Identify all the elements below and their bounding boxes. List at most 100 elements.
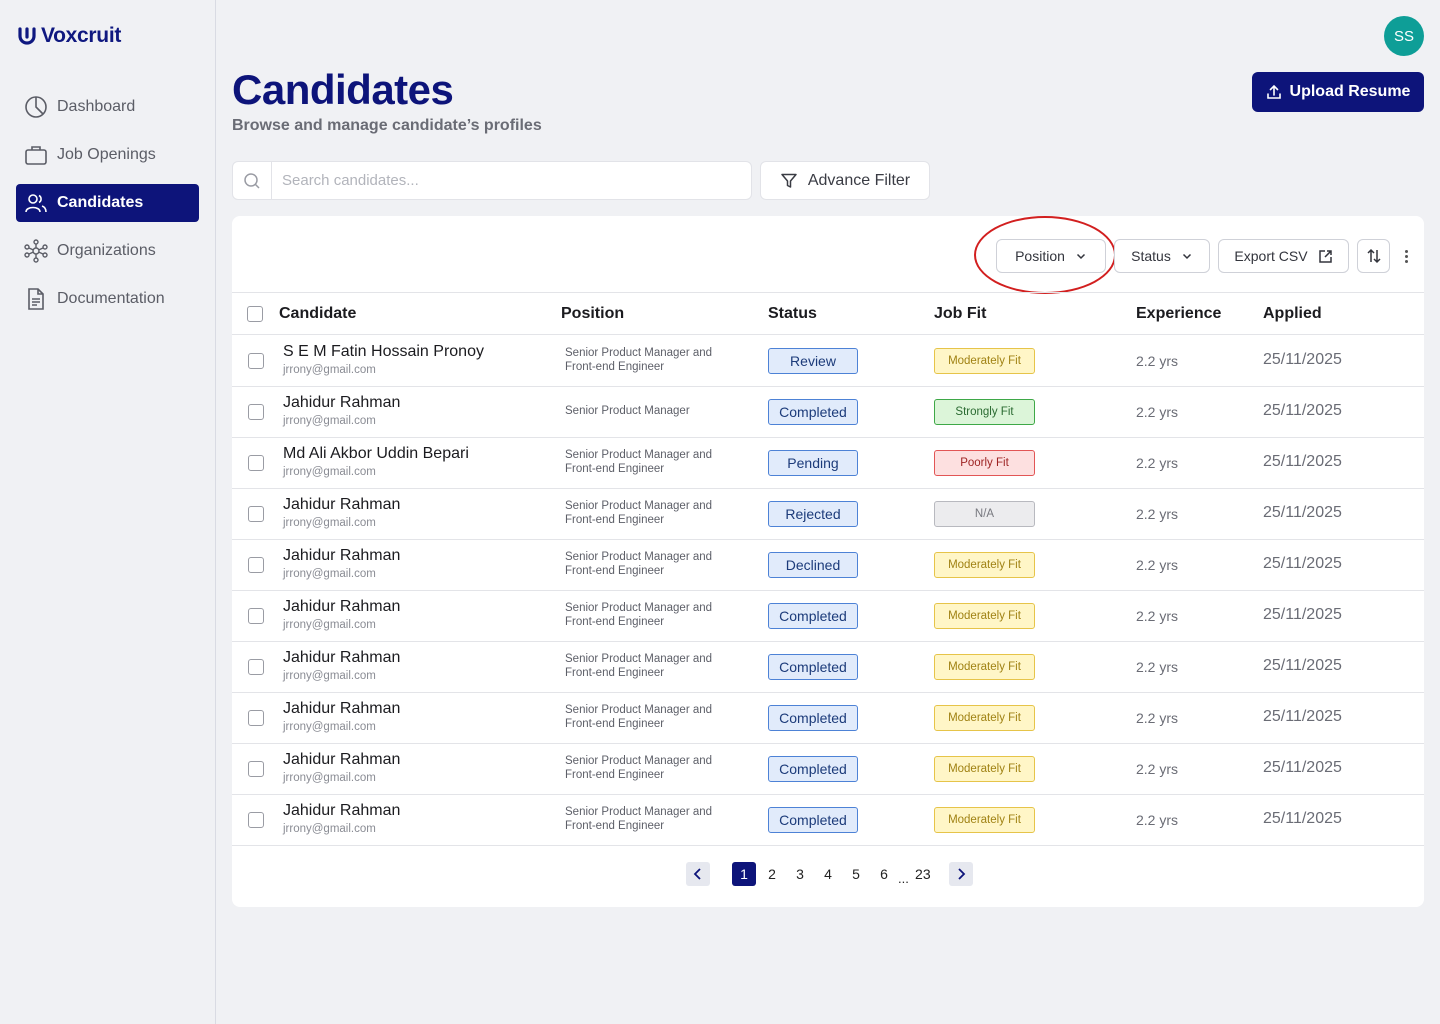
- page-last[interactable]: 23: [915, 866, 931, 882]
- prev-page-button[interactable]: [686, 862, 710, 886]
- page-number[interactable]: 4: [824, 866, 832, 882]
- candidate-name[interactable]: Jahidur Rahman: [283, 802, 401, 819]
- sidebar-item-organizations[interactable]: Organizations: [16, 232, 199, 270]
- candidate-email: jrrony@gmail.com: [283, 772, 376, 784]
- row-checkbox[interactable]: [248, 353, 264, 369]
- upload-icon: [1266, 84, 1281, 99]
- column-header-status[interactable]: Status: [768, 305, 817, 322]
- candidate-name[interactable]: Md Ali Akbor Uddin Bepari: [283, 445, 469, 462]
- select-all-checkbox[interactable]: [247, 306, 263, 322]
- candidate-name[interactable]: S E M Fatin Hossain Pronoy: [283, 343, 484, 360]
- applied-date: 25/11/2025: [1263, 708, 1342, 725]
- experience-value: 2.2 yrs: [1136, 506, 1179, 522]
- sidebar-nav: Dashboard Job Openings Candidates Organi…: [16, 88, 199, 328]
- table-row[interactable]: Jahidur Rahman jrrony@gmail.com Senior Pro…: [232, 744, 1424, 795]
- job-fit-badge: Poorly Fit: [934, 450, 1035, 476]
- job-fit-badge: Moderately Fit: [934, 654, 1035, 680]
- row-checkbox[interactable]: [248, 557, 264, 573]
- row-checkbox[interactable]: [248, 812, 264, 828]
- job-fit-badge: Moderately Fit: [934, 552, 1035, 578]
- advance-filter-label: Advance Filter: [807, 171, 911, 189]
- page-number[interactable]: 5: [852, 866, 860, 882]
- row-checkbox[interactable]: [248, 404, 264, 420]
- page-number[interactable]: 6: [880, 866, 888, 882]
- candidate-position: Senior Product Manager and Front-end Eng…: [565, 806, 713, 832]
- sidebar-item-label: Job Openings: [57, 146, 156, 163]
- row-checkbox[interactable]: [248, 455, 264, 471]
- row-checkbox[interactable]: [248, 506, 264, 522]
- sidebar-item-label: Organizations: [57, 242, 156, 259]
- page-number[interactable]: 3: [796, 866, 804, 882]
- sidebar-item-job-openings[interactable]: Job Openings: [16, 136, 199, 174]
- job-fit-badge: N/A: [934, 501, 1035, 527]
- row-checkbox[interactable]: [248, 608, 264, 624]
- page-ellipsis: ...: [898, 870, 909, 886]
- candidate-name[interactable]: Jahidur Rahman: [283, 496, 401, 513]
- sidebar: Voxcruit Dashboard Job Openings Candidat…: [0, 0, 216, 1024]
- candidate-position: Senior Product Manager and Front-end Eng…: [565, 551, 713, 577]
- table-row[interactable]: Jahidur Rahman jrrony@gmail.com Senior Pro…: [232, 693, 1424, 744]
- users-icon: [25, 194, 47, 213]
- table-row[interactable]: Jahidur Rahman jrrony@gmail.com Senior Pro…: [232, 642, 1424, 693]
- status-badge: Completed: [768, 654, 858, 680]
- experience-value: 2.2 yrs: [1136, 353, 1179, 369]
- column-header-applied[interactable]: Applied: [1263, 305, 1322, 322]
- candidate-email: jrrony@gmail.com: [283, 721, 376, 733]
- table-row[interactable]: S E M Fatin Hossain Pronoy jrrony@gmail.c…: [232, 336, 1424, 387]
- next-page-button[interactable]: [948, 862, 973, 886]
- export-csv-button[interactable]: Export CSV: [1218, 239, 1349, 273]
- applied-date: 25/11/2025: [1263, 606, 1342, 623]
- table-row[interactable]: Jahidur Rahman jrrony@gmail.com Senior Pro…: [232, 795, 1424, 846]
- position-dropdown[interactable]: Position: [996, 239, 1106, 273]
- table-row[interactable]: Md Ali Akbor Uddin Bepari jrrony@gmail.co…: [232, 438, 1424, 489]
- candidate-position: Senior Product Manager and Front-end Eng…: [565, 653, 713, 679]
- sidebar-item-documentation[interactable]: Documentation: [16, 280, 199, 318]
- avatar[interactable]: SS: [1384, 16, 1424, 56]
- page-number[interactable]: 2: [768, 866, 776, 882]
- candidate-name[interactable]: Jahidur Rahman: [283, 649, 401, 666]
- document-icon: [28, 288, 44, 310]
- more-options-icon[interactable]: [1398, 246, 1414, 266]
- column-header-experience[interactable]: Experience: [1136, 305, 1222, 322]
- candidate-email: jrrony@gmail.com: [283, 517, 376, 529]
- column-header-position[interactable]: Position: [561, 305, 625, 322]
- column-header-candidate[interactable]: Candidate: [279, 305, 357, 322]
- sidebar-item-label: Documentation: [57, 290, 165, 307]
- pie-chart-icon: [25, 96, 47, 118]
- sort-button[interactable]: [1357, 239, 1390, 273]
- job-fit-badge: Strongly Fit: [934, 399, 1035, 425]
- search-input[interactable]: [272, 162, 751, 199]
- candidate-name[interactable]: Jahidur Rahman: [283, 394, 401, 411]
- chevron-right-icon: [958, 868, 966, 880]
- status-dropdown[interactable]: Status: [1114, 239, 1210, 273]
- upload-resume-button[interactable]: Upload Resume: [1252, 72, 1424, 112]
- job-fit-badge: Moderately Fit: [934, 348, 1035, 374]
- voxcruit-logo-icon: [18, 27, 36, 45]
- app-logo[interactable]: Voxcruit: [16, 24, 121, 48]
- table-row[interactable]: Jahidur Rahman jrrony@gmail.com Senior Pro…: [232, 591, 1424, 642]
- row-checkbox[interactable]: [248, 710, 264, 726]
- sidebar-item-candidates[interactable]: Candidates: [16, 184, 199, 222]
- candidate-name[interactable]: Jahidur Rahman: [283, 751, 401, 768]
- status-badge: Completed: [768, 756, 858, 782]
- table-row[interactable]: Jahidur Rahman jrrony@gmail.com Senior Pro…: [232, 540, 1424, 591]
- candidate-position: Senior Product Manager and Front-end Eng…: [565, 704, 713, 730]
- row-checkbox[interactable]: [248, 659, 264, 675]
- candidate-name[interactable]: Jahidur Rahman: [283, 598, 401, 615]
- page-number[interactable]: 1: [732, 862, 756, 886]
- candidate-position: Senior Product Manager and Front-end Eng…: [565, 347, 713, 373]
- table-row[interactable]: Jahidur Rahman jrrony@gmail.com Senior Pro…: [232, 387, 1424, 438]
- status-badge: Completed: [768, 399, 858, 425]
- column-header-job-fit[interactable]: Job Fit: [934, 305, 987, 322]
- table-row[interactable]: Jahidur Rahman jrrony@gmail.com Senior Pro…: [232, 489, 1424, 540]
- advance-filter-button[interactable]: Advance Filter: [760, 161, 930, 200]
- status-badge: Completed: [768, 705, 858, 731]
- candidate-name[interactable]: Jahidur Rahman: [283, 547, 401, 564]
- job-fit-badge: Moderately Fit: [934, 705, 1035, 731]
- experience-value: 2.2 yrs: [1136, 659, 1179, 675]
- sidebar-item-dashboard[interactable]: Dashboard: [16, 88, 199, 126]
- candidate-name[interactable]: Jahidur Rahman: [283, 700, 401, 717]
- network-icon: [24, 239, 48, 263]
- row-checkbox[interactable]: [248, 761, 264, 777]
